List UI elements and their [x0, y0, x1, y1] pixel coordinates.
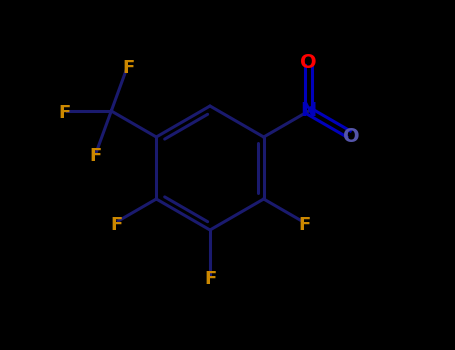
Text: F: F: [110, 216, 122, 234]
Text: O: O: [343, 126, 360, 146]
Text: F: F: [58, 104, 71, 122]
Text: N: N: [301, 102, 317, 120]
Text: F: F: [89, 147, 101, 165]
Text: F: F: [122, 59, 134, 77]
Text: F: F: [298, 216, 311, 234]
Text: O: O: [300, 54, 317, 72]
Text: F: F: [204, 270, 216, 288]
